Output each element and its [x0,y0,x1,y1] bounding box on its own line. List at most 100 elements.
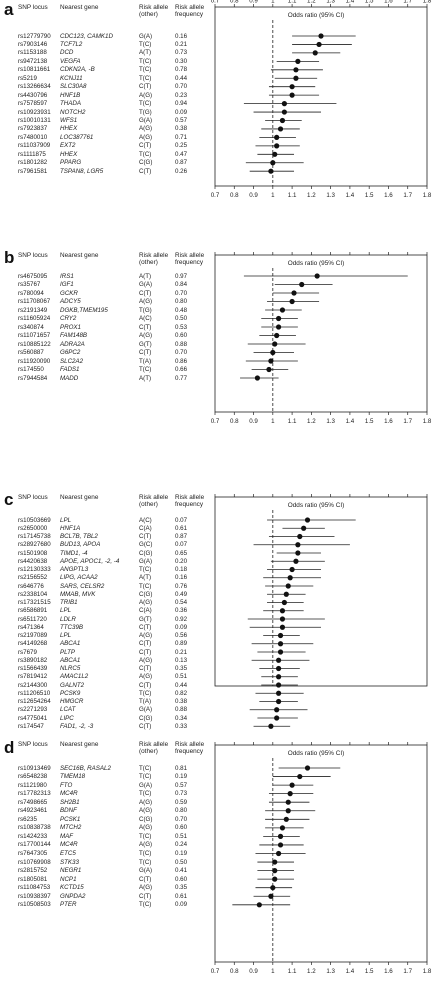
row-gene: KCTD15 [60,884,84,892]
row-freq: 0.81 [175,764,188,772]
x-tick-label-top: 1.2 [307,0,316,5]
row-gene: BDNF [60,807,77,815]
x-tick-label-bottom: 1.7 [403,192,412,199]
row-gene: LPL [60,607,72,615]
row-snp: rs2338104 [18,590,48,598]
header-risk-allele: Risk allele [139,4,169,11]
row-allele: A(G) [139,884,153,892]
row-allele: G(C) [139,541,153,549]
header-freq: Risk allele [175,494,205,501]
row-gene: SLC30A8 [60,83,87,91]
row-gene: HHEX [60,125,78,133]
row-snp: rs9472138 [18,57,48,65]
odds-ratio-point [285,808,291,814]
row-gene: TCF7L2 [60,40,83,48]
row-gene: PTER [60,901,77,909]
odds-ratio-point [279,307,286,313]
row-freq: 0.89 [175,640,188,648]
header-nearest-gene: Nearest gene [60,4,99,11]
row-freq: 0.76 [175,582,188,590]
row-gene: THADA [60,100,81,108]
row-freq: 0.77 [175,374,188,382]
row-snp: rs1424233 [18,832,48,840]
row-snp: rs4775041 [18,714,48,722]
x-tick-label-top: 0.8 [230,0,239,5]
row-snp: rs7944584 [18,374,48,382]
row-allele: A(G) [139,824,153,832]
row-allele: T(C) [139,366,152,373]
row-snp: rs174547 [18,722,44,730]
odds-ratio-point [268,723,274,729]
row-snp: rs1566439 [18,665,48,672]
row-snp: rs3890182 [18,656,48,664]
panel-label-d: d [4,738,15,757]
header-nearest-gene: Nearest gene [60,494,99,501]
header-risk-allele: Risk allele [139,252,169,259]
row-allele: A(G) [139,298,153,305]
row-freq: 0.07 [175,541,188,549]
header-nearest-gene: Nearest gene [60,741,99,748]
x-tick-label-top: 1.4 [346,0,355,5]
x-tick-label-bottom: 0.7 [211,418,220,425]
row-allele: C(T) [139,323,152,331]
row-gene: FTO [60,781,73,789]
odds-ratio-point [268,168,274,174]
odds-ratio-point [276,324,282,330]
odds-ratio-point [301,525,307,531]
odds-ratio-point [293,558,299,564]
row-allele: A(T) [139,272,152,280]
row-freq: 0.48 [175,306,188,314]
row-snp: rs4420638 [18,557,48,565]
row-allele: T(A) [139,698,152,705]
x-tick-label-bottom: 1.1 [288,418,297,425]
x-tick-label-top: 1.7 [403,0,412,5]
row-snp: rs780094 [18,289,44,297]
row-snp: rs10010131 [18,117,51,124]
odds-ratio-point [276,315,282,322]
row-freq: 0.92 [175,615,188,623]
row-gene: MC4R [60,841,78,849]
odds-ratio-point [272,859,278,865]
row-snp: rs11037909 [18,142,51,150]
odds-ratio-point [277,649,284,655]
row-allele: T(C) [139,850,152,857]
x-tick-label-top: 1 [271,0,275,5]
row-freq: 0.65 [175,549,188,557]
row-allele: T(C) [139,40,152,48]
odds-ratio-point [283,591,289,597]
x-tick-label-bottom: 1.5 [365,192,374,199]
x-tick-label-bottom: 0.9 [249,968,258,975]
row-snp: rs4149268 [18,640,48,648]
odds-ratio-point [276,682,282,688]
row-snp: rs7578597 [18,100,48,108]
odds-ratio-point [297,533,303,540]
row-snp: rs2650000 [18,524,48,532]
row-gene: CRY2 [60,315,77,322]
row-gene: PCSK1 [60,815,81,823]
odds-ratio-point [293,67,299,73]
x-tick-label-bottom: 1 [271,192,275,199]
row-freq: 0.38 [175,125,188,133]
odds-ratio-point [312,50,318,56]
row-allele: C(T) [139,648,152,656]
row-freq: 0.84 [175,281,188,288]
x-tick-label-bottom: 0.8 [230,418,239,425]
x-tick-label-bottom: 1.5 [365,968,374,975]
row-allele: C(T) [139,722,152,730]
row-gene: HMGCR [60,698,84,705]
row-freq: 0.24 [175,841,188,849]
row-freq: 0.94 [175,100,188,108]
plot-frame [214,6,428,187]
row-snp: rs17321515 [18,599,51,606]
row-freq: 0.87 [175,159,188,167]
row-allele: A(G) [139,673,153,681]
header-freq: Risk allele [175,741,205,748]
row-snp: rs12779790 [18,32,51,40]
row-gene: NEGR1 [60,867,82,875]
row-gene: FADS1 [60,366,80,373]
row-allele: A(G) [139,632,153,639]
row-gene: NCP1 [60,875,77,883]
row-allele: C(T) [139,640,152,648]
header-freq-2: frequency [175,259,204,267]
